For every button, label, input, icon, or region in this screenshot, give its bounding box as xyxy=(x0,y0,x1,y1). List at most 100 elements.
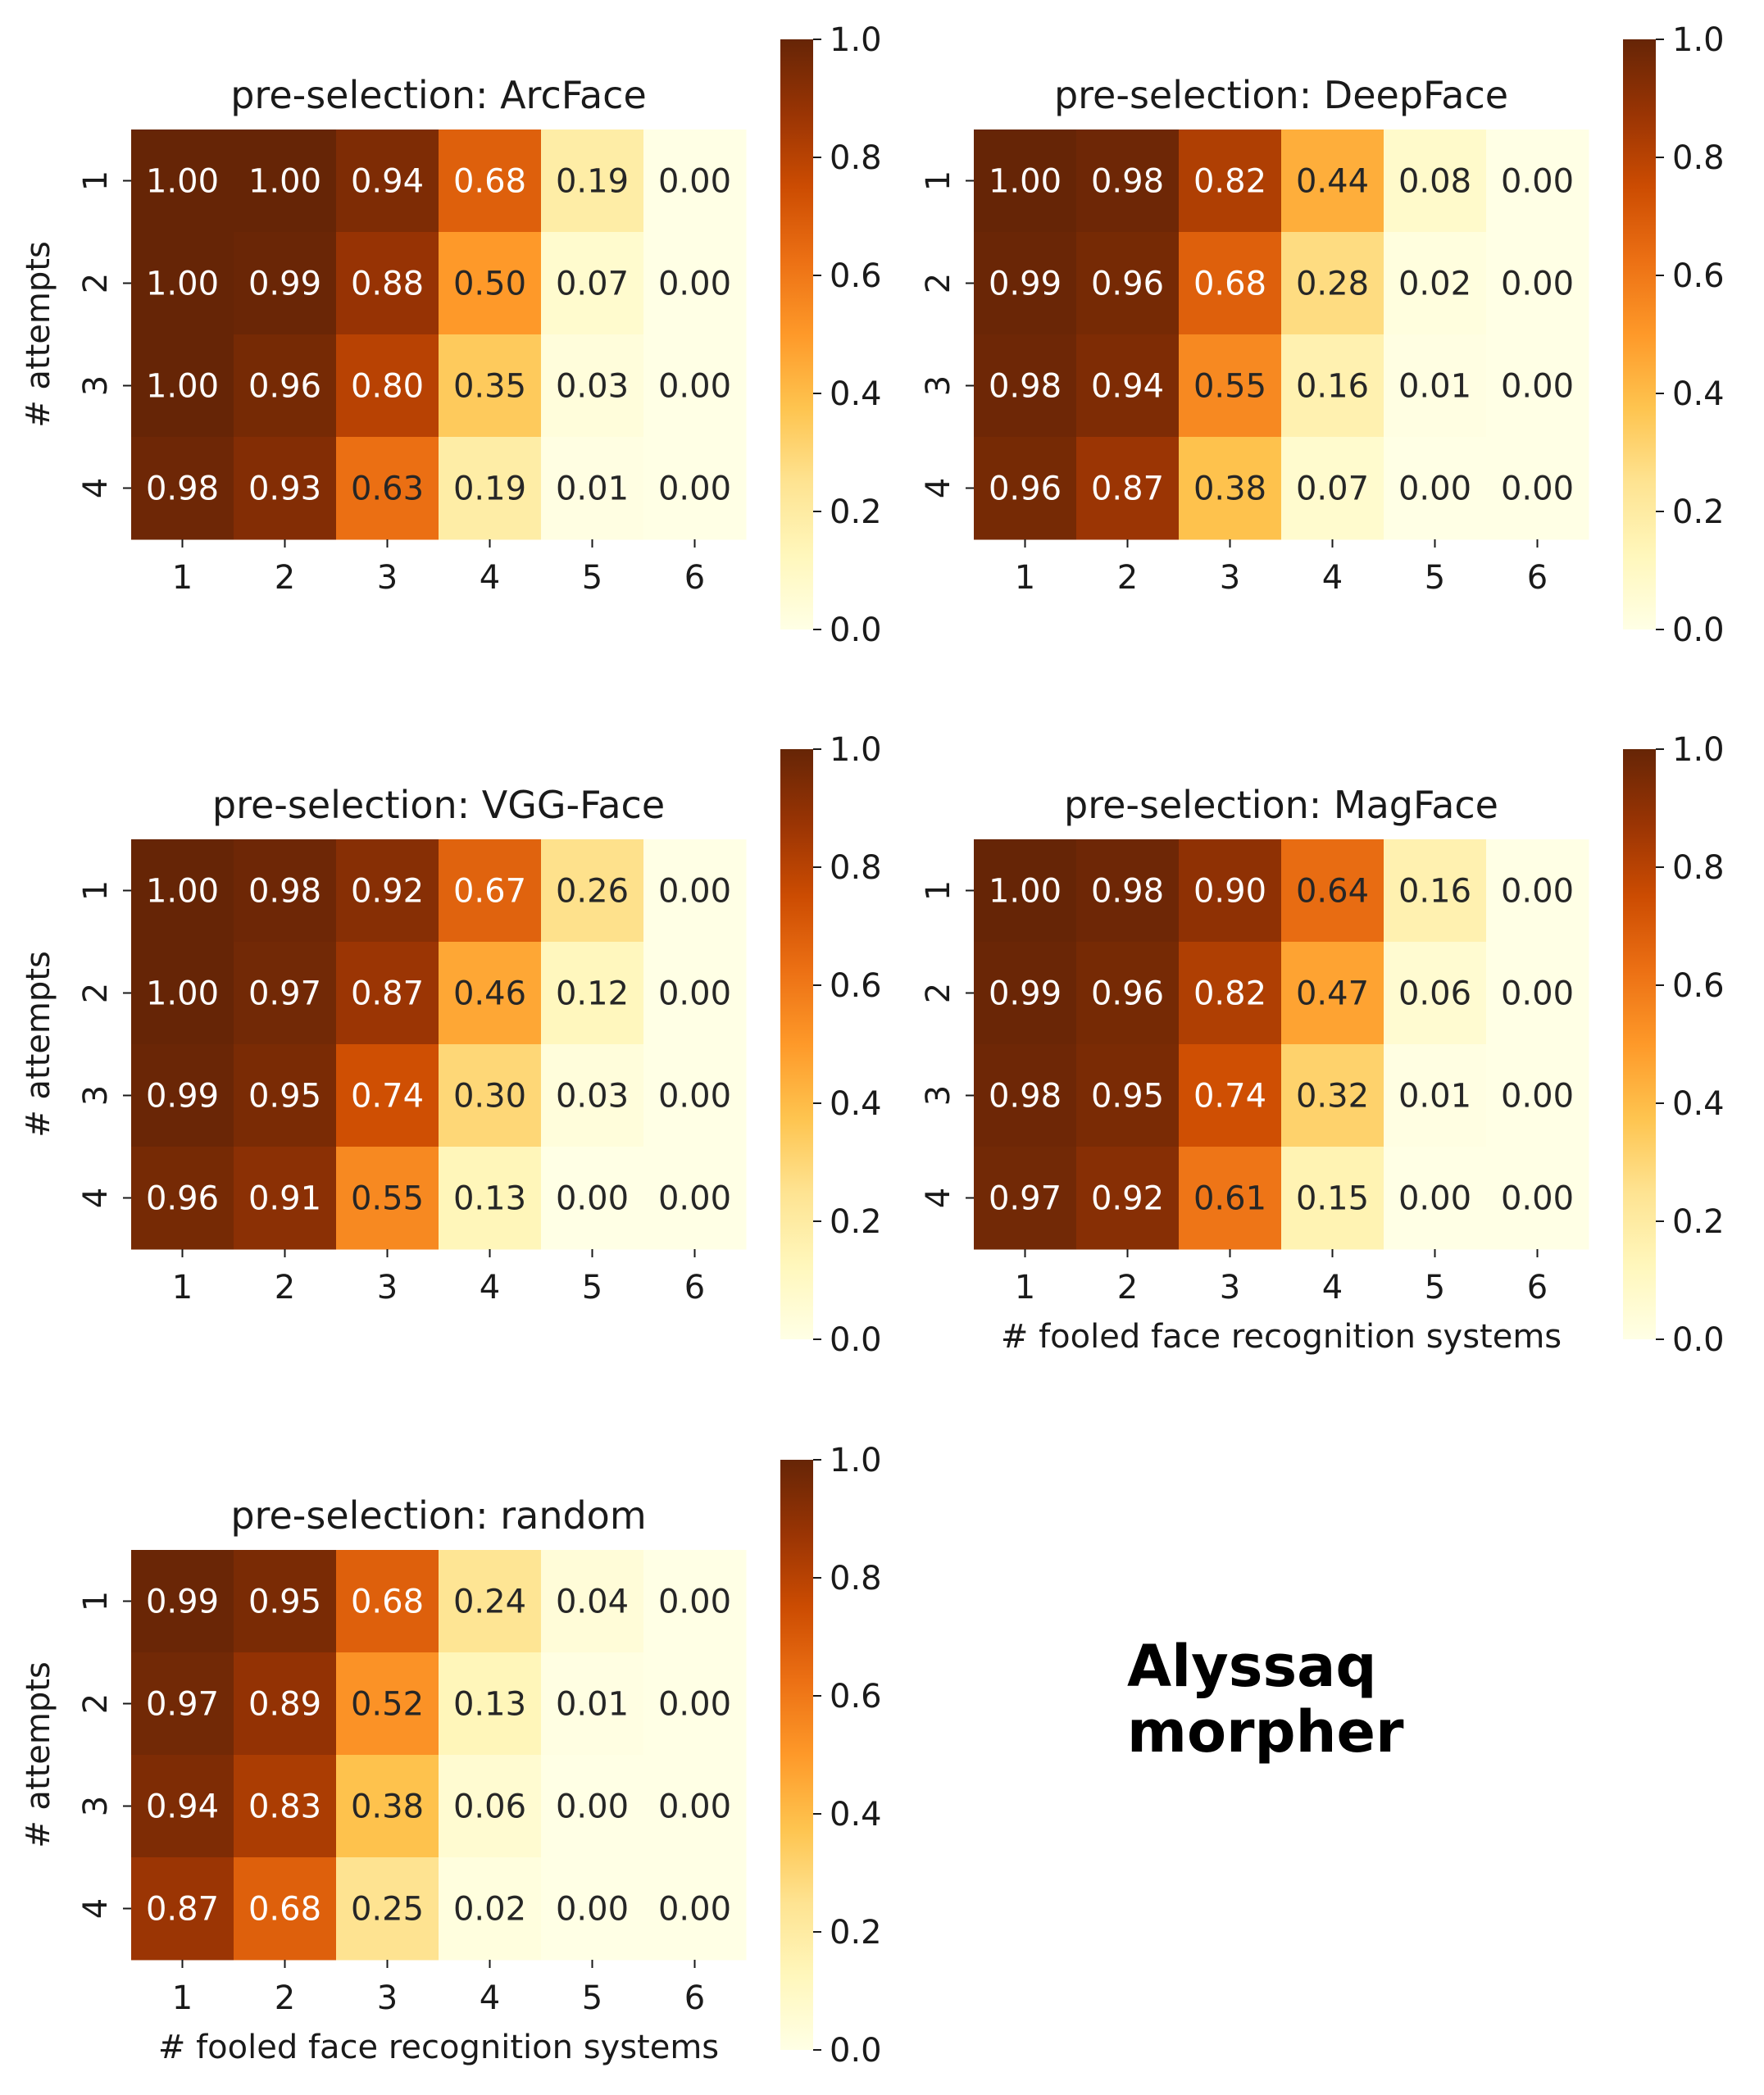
cell-value-label: 0.91 xyxy=(248,1180,321,1218)
colorbar-tick-label: 1.0 xyxy=(830,1442,882,1479)
cell-value-label: 0.00 xyxy=(658,470,731,508)
chart-title: pre-selection: DeepFace xyxy=(1054,73,1508,117)
heatmap-cell xyxy=(1076,437,1180,540)
heatmap-cell xyxy=(541,1044,644,1147)
cell-value-label: 0.89 xyxy=(248,1686,321,1724)
colorbar-tick-label: 0.0 xyxy=(1672,1321,1725,1359)
heatmap-cell xyxy=(643,232,747,335)
cell-value-label: 0.00 xyxy=(658,975,731,1013)
colorbar-tick-label: 0.8 xyxy=(1672,139,1725,177)
heatmap-cell xyxy=(1384,942,1487,1045)
cell-value-label: 0.44 xyxy=(1296,163,1369,201)
colorbar-tick-label: 0.6 xyxy=(1672,967,1725,1005)
heatmap-cell xyxy=(643,942,747,1045)
x-tick-label: 5 xyxy=(1425,559,1445,597)
colorbar-tick-label: 1.0 xyxy=(830,21,882,59)
cell-value-label: 0.96 xyxy=(1091,975,1164,1013)
cell-value-label: 0.82 xyxy=(1193,163,1266,201)
heatmap-cell xyxy=(234,437,337,540)
y-tick-label: 3 xyxy=(920,1085,957,1106)
heatmap-cell xyxy=(541,130,644,233)
cell-value-label: 0.99 xyxy=(989,975,1062,1013)
cell-value-label: 0.12 xyxy=(556,975,629,1013)
chart-title: pre-selection: VGG-Face xyxy=(212,783,665,827)
cell-value-label: 0.00 xyxy=(1501,873,1574,911)
chart-title: pre-selection: MagFace xyxy=(1064,783,1498,827)
annotation-line-1: Alyssaq xyxy=(1127,1633,1376,1700)
heatmap-cell xyxy=(439,1755,542,1858)
heatmap-cell xyxy=(234,1652,337,1756)
cell-value-label: 0.99 xyxy=(989,266,1062,303)
y-tick-label: 3 xyxy=(77,1796,115,1816)
cell-value-label: 0.96 xyxy=(989,470,1062,508)
cell-value-label: 0.00 xyxy=(658,1584,731,1621)
x-tick-label: 2 xyxy=(275,1269,295,1307)
cell-value-label: 0.13 xyxy=(453,1686,526,1724)
cell-value-label: 0.00 xyxy=(1501,1078,1574,1116)
heatmap-cell xyxy=(1076,130,1180,233)
colorbar-tick-label: 0.4 xyxy=(830,1085,882,1123)
heatmap-cell xyxy=(234,942,337,1045)
cell-value-label: 0.95 xyxy=(248,1584,321,1621)
heatmap-cell xyxy=(234,232,337,335)
cell-value-label: 0.99 xyxy=(248,266,321,303)
x-tick-label: 1 xyxy=(172,1979,193,2017)
y-axis-label: # attempts xyxy=(20,1661,57,1848)
colorbar xyxy=(1623,749,1656,1339)
cell-value-label: 1.00 xyxy=(146,873,219,911)
cell-value-label: 0.00 xyxy=(1501,975,1574,1013)
cell-value-label: 0.25 xyxy=(351,1891,424,1929)
x-tick-label: 6 xyxy=(1527,559,1548,597)
heatmap-cell xyxy=(643,1652,747,1756)
heatmap-cell xyxy=(1486,1044,1589,1147)
heatmap-cell xyxy=(1179,232,1282,335)
colorbar-tick-label: 0.6 xyxy=(830,257,882,295)
cell-value-label: 0.00 xyxy=(658,163,731,201)
heatmap-cell xyxy=(336,334,439,438)
cell-value-label: 0.94 xyxy=(146,1788,219,1826)
x-tick-label: 3 xyxy=(377,1979,398,2017)
cell-value-label: 0.92 xyxy=(351,873,424,911)
x-axis-label: # fooled face recognition systems xyxy=(1001,1318,1562,1356)
heatmap-cell xyxy=(336,1550,439,1653)
heatmap-cell xyxy=(336,1147,439,1250)
cell-value-label: 0.00 xyxy=(1501,163,1574,201)
x-tick-label: 3 xyxy=(377,559,398,597)
colorbar-tick-label: 1.0 xyxy=(830,731,882,769)
heatmap-cell xyxy=(1179,334,1282,438)
heatmap-cell xyxy=(643,130,747,233)
heatmap-cell xyxy=(643,839,747,943)
cell-value-label: 0.16 xyxy=(1398,873,1471,911)
y-tick-label: 2 xyxy=(77,983,115,1003)
heatmap-cell xyxy=(1179,942,1282,1045)
heatmap-cell xyxy=(1486,130,1589,233)
x-tick-label: 4 xyxy=(1322,1269,1343,1307)
x-tick-label: 5 xyxy=(582,1979,602,2017)
colorbar-tick-label: 0.8 xyxy=(830,139,882,177)
heatmap-cell xyxy=(439,1652,542,1756)
cell-value-label: 0.24 xyxy=(453,1584,526,1621)
heatmap-cell xyxy=(1281,1147,1384,1250)
heatmap-cell xyxy=(336,130,439,233)
cell-value-label: 0.94 xyxy=(1091,368,1164,406)
colorbar xyxy=(780,39,813,629)
cell-value-label: 0.00 xyxy=(658,1891,731,1929)
cell-value-label: 0.97 xyxy=(146,1686,219,1724)
colorbar-tick-label: 0.0 xyxy=(830,2032,882,2070)
heatmap-cell xyxy=(1384,1044,1487,1147)
heatmap-cell xyxy=(1486,437,1589,540)
y-tick-label: 1 xyxy=(77,880,115,901)
cell-value-label: 0.35 xyxy=(453,368,526,406)
heatmap-cell xyxy=(1179,130,1282,233)
cell-value-label: 1.00 xyxy=(146,975,219,1013)
heatmap-cell xyxy=(439,1044,542,1147)
colorbar-tick-label: 0.6 xyxy=(830,1678,882,1716)
y-axis-label: # attempts xyxy=(20,951,57,1138)
cell-value-label: 0.00 xyxy=(1398,470,1471,508)
heatmap-cell xyxy=(1384,437,1487,540)
x-tick-label: 3 xyxy=(1220,559,1240,597)
heatmap-cell xyxy=(1179,1147,1282,1250)
cell-value-label: 1.00 xyxy=(989,873,1062,911)
figure-annotation: Alyssaq morpher xyxy=(1127,1633,1404,1766)
